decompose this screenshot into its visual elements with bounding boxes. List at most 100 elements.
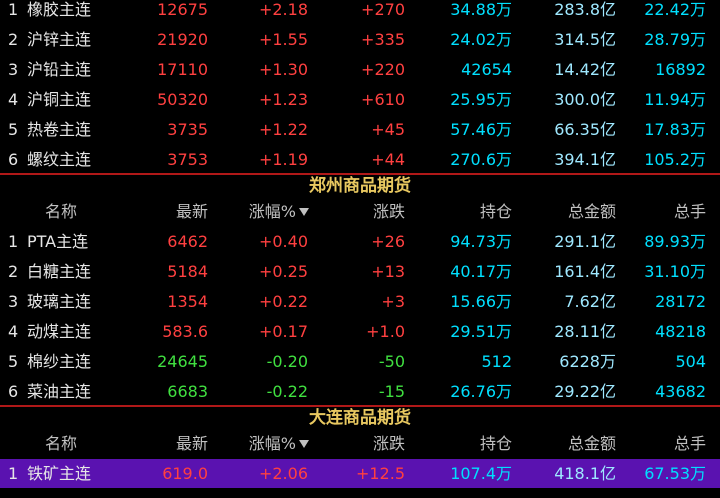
instrument-name[interactable]: 橡胶主连 [27, 0, 92, 19]
instrument-name[interactable]: 白糖主连 [27, 262, 92, 281]
column-header: 涨幅% [248, 202, 296, 221]
quote-cell: 31.10万 [644, 262, 706, 281]
quote-cell: 11.94万 [644, 90, 706, 109]
quote-cell: 28172 [655, 292, 706, 311]
column-header: 总金额 [567, 434, 616, 453]
quote-cell: 394.1亿 [554, 150, 616, 169]
quote-cell: +44 [371, 150, 405, 169]
quote-cell: +13 [371, 262, 405, 281]
column-header: 涨幅% [248, 434, 296, 453]
quote-cell: +3 [381, 292, 405, 311]
quote-cell: 283.8亿 [554, 0, 616, 19]
sort-arrow [299, 440, 309, 448]
instrument-name[interactable]: 螺纹主连 [27, 150, 92, 169]
column-header: 涨跌 [372, 202, 405, 221]
quote-cell: +220 [361, 60, 405, 79]
quote-cell: -15 [378, 382, 405, 401]
quote-cell: 24.02万 [450, 30, 512, 49]
quote-cell: +1.30 [258, 60, 308, 79]
quote-cell: 7.62亿 [564, 292, 616, 311]
instrument-name[interactable]: 铁矿主连 [27, 464, 92, 483]
quote-cell: 2 [8, 30, 19, 49]
quote-cell: 1354 [167, 292, 208, 311]
quote-cell: +270 [361, 0, 405, 19]
quote-cell: 583.6 [162, 322, 208, 341]
quote-cell: 29.22亿 [554, 382, 616, 401]
quote-cell: 21920 [157, 30, 208, 49]
quote-cell: 28.11亿 [554, 322, 616, 341]
quote-cell: 5184 [167, 262, 208, 281]
quote-cell: 66.35亿 [554, 120, 616, 139]
quote-cell: 50320 [157, 90, 208, 109]
quote-cell: +1.0 [366, 322, 405, 341]
quote-cell: 6462 [167, 232, 208, 251]
quote-cell: +0.17 [258, 322, 308, 341]
quote-cell: 94.73万 [450, 232, 512, 251]
quote-cell: 619.0 [162, 464, 208, 483]
column-header: 持仓 [479, 434, 512, 453]
quote-cell: 512 [481, 352, 512, 371]
column-header: 总手 [673, 434, 706, 453]
quote-cell: 14.42亿 [554, 60, 616, 79]
quote-cell: 89.93万 [644, 232, 706, 251]
instrument-name[interactable]: 棉纱主连 [27, 352, 92, 371]
quote-cell: 67.53万 [644, 464, 706, 483]
quote-cell: 300.0亿 [554, 90, 616, 109]
instrument-name[interactable]: PTA主连 [27, 232, 89, 251]
quote-cell: +0.25 [258, 262, 308, 281]
quote-cell: 28.79万 [644, 30, 706, 49]
quote-cell: 57.46万 [450, 120, 512, 139]
column-header: 总金额 [567, 202, 616, 221]
quote-cell: 161.4亿 [554, 262, 616, 281]
quote-cell: 1 [8, 0, 19, 19]
quote-cell: -0.22 [266, 382, 308, 401]
quote-cell: 34.88万 [450, 0, 512, 19]
instrument-name[interactable]: 沪锌主连 [27, 30, 92, 49]
quote-cell: 24645 [157, 352, 208, 371]
column-header: 涨跌 [372, 434, 405, 453]
quote-cell: 17.83万 [644, 120, 706, 139]
instrument-name[interactable]: 沪铜主连 [27, 90, 92, 109]
quote-cell: 314.5亿 [554, 30, 616, 49]
section-divider [0, 405, 720, 407]
quote-cell: +45 [371, 120, 405, 139]
quote-cell: 4 [8, 322, 19, 341]
column-header: 名称 [45, 434, 78, 453]
quote-cell: 6 [8, 150, 19, 169]
quote-cell: 22.42万 [644, 0, 706, 19]
quote-cell: +0.22 [258, 292, 308, 311]
instrument-name[interactable]: 沪铅主连 [27, 60, 92, 79]
quote-cell: 48218 [655, 322, 706, 341]
column-header: 持仓 [479, 202, 512, 221]
column-header: 最新 [175, 202, 208, 221]
section-title: 大连商品期货 [309, 408, 411, 428]
quote-cell: 3753 [167, 150, 208, 169]
quote-cell: +0.40 [258, 232, 308, 251]
quote-cell: +1.23 [258, 90, 308, 109]
quote-cell: 5 [8, 120, 19, 139]
row-highlight [0, 459, 720, 488]
quote-cell: 504 [675, 352, 706, 371]
instrument-name[interactable]: 热卷主连 [27, 120, 92, 139]
column-header: 最新 [175, 434, 208, 453]
section-title: 郑州商品期货 [309, 176, 411, 196]
quote-cell: 1 [8, 464, 19, 483]
quote-cell: 107.4万 [450, 464, 512, 483]
quote-cell: +26 [371, 232, 405, 251]
quote-cell: 291.1亿 [554, 232, 616, 251]
quote-cell: 3 [8, 60, 19, 79]
quote-cell: 29.51万 [450, 322, 512, 341]
instrument-name[interactable]: 菜油主连 [27, 382, 92, 401]
quote-cell: +1.22 [258, 120, 308, 139]
quote-cell: 40.17万 [450, 262, 512, 281]
column-header: 名称 [45, 202, 78, 221]
quote-cell: 418.1亿 [554, 464, 616, 483]
quote-cell: 25.95万 [450, 90, 512, 109]
quote-cell: 15.66万 [450, 292, 512, 311]
quote-cell: 6 [8, 382, 19, 401]
instrument-name[interactable]: 玻璃主连 [27, 292, 92, 311]
instrument-name[interactable]: 动煤主连 [27, 322, 92, 341]
quote-cell: 105.2万 [644, 150, 706, 169]
quote-cell: +335 [361, 30, 405, 49]
